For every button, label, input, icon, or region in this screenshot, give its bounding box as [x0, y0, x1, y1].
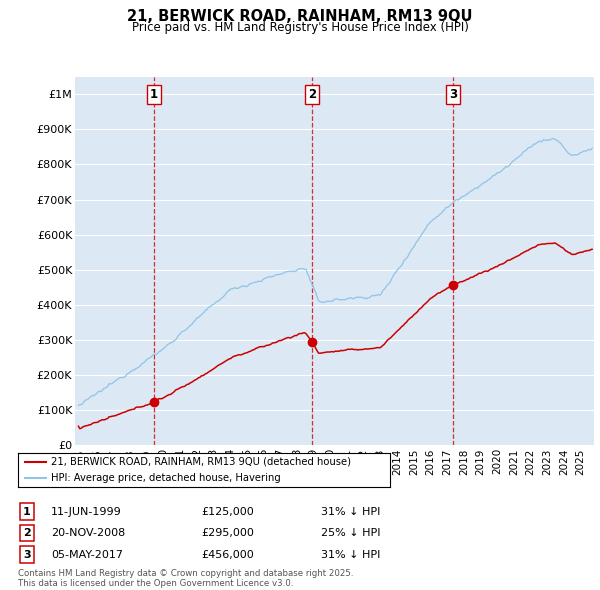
Text: 31% ↓ HPI: 31% ↓ HPI — [321, 550, 380, 559]
Text: £125,000: £125,000 — [201, 507, 254, 516]
Text: 3: 3 — [449, 88, 457, 101]
Text: 25% ↓ HPI: 25% ↓ HPI — [321, 528, 380, 537]
Text: 20-NOV-2008: 20-NOV-2008 — [51, 528, 125, 537]
Text: 1: 1 — [150, 88, 158, 101]
Text: 05-MAY-2017: 05-MAY-2017 — [51, 550, 123, 559]
Text: 21, BERWICK ROAD, RAINHAM, RM13 9QU (detached house): 21, BERWICK ROAD, RAINHAM, RM13 9QU (det… — [52, 457, 352, 467]
Text: £456,000: £456,000 — [201, 550, 254, 559]
Text: 2: 2 — [308, 88, 316, 101]
Text: Contains HM Land Registry data © Crown copyright and database right 2025.
This d: Contains HM Land Registry data © Crown c… — [18, 569, 353, 588]
Text: £295,000: £295,000 — [201, 528, 254, 537]
Text: 11-JUN-1999: 11-JUN-1999 — [51, 507, 122, 516]
Text: Price paid vs. HM Land Registry's House Price Index (HPI): Price paid vs. HM Land Registry's House … — [131, 21, 469, 34]
Text: 31% ↓ HPI: 31% ↓ HPI — [321, 507, 380, 516]
Text: HPI: Average price, detached house, Havering: HPI: Average price, detached house, Have… — [52, 473, 281, 483]
Text: 1: 1 — [23, 507, 31, 516]
Text: 21, BERWICK ROAD, RAINHAM, RM13 9QU: 21, BERWICK ROAD, RAINHAM, RM13 9QU — [127, 9, 473, 24]
Text: 2: 2 — [23, 528, 31, 537]
Text: 3: 3 — [23, 550, 31, 559]
